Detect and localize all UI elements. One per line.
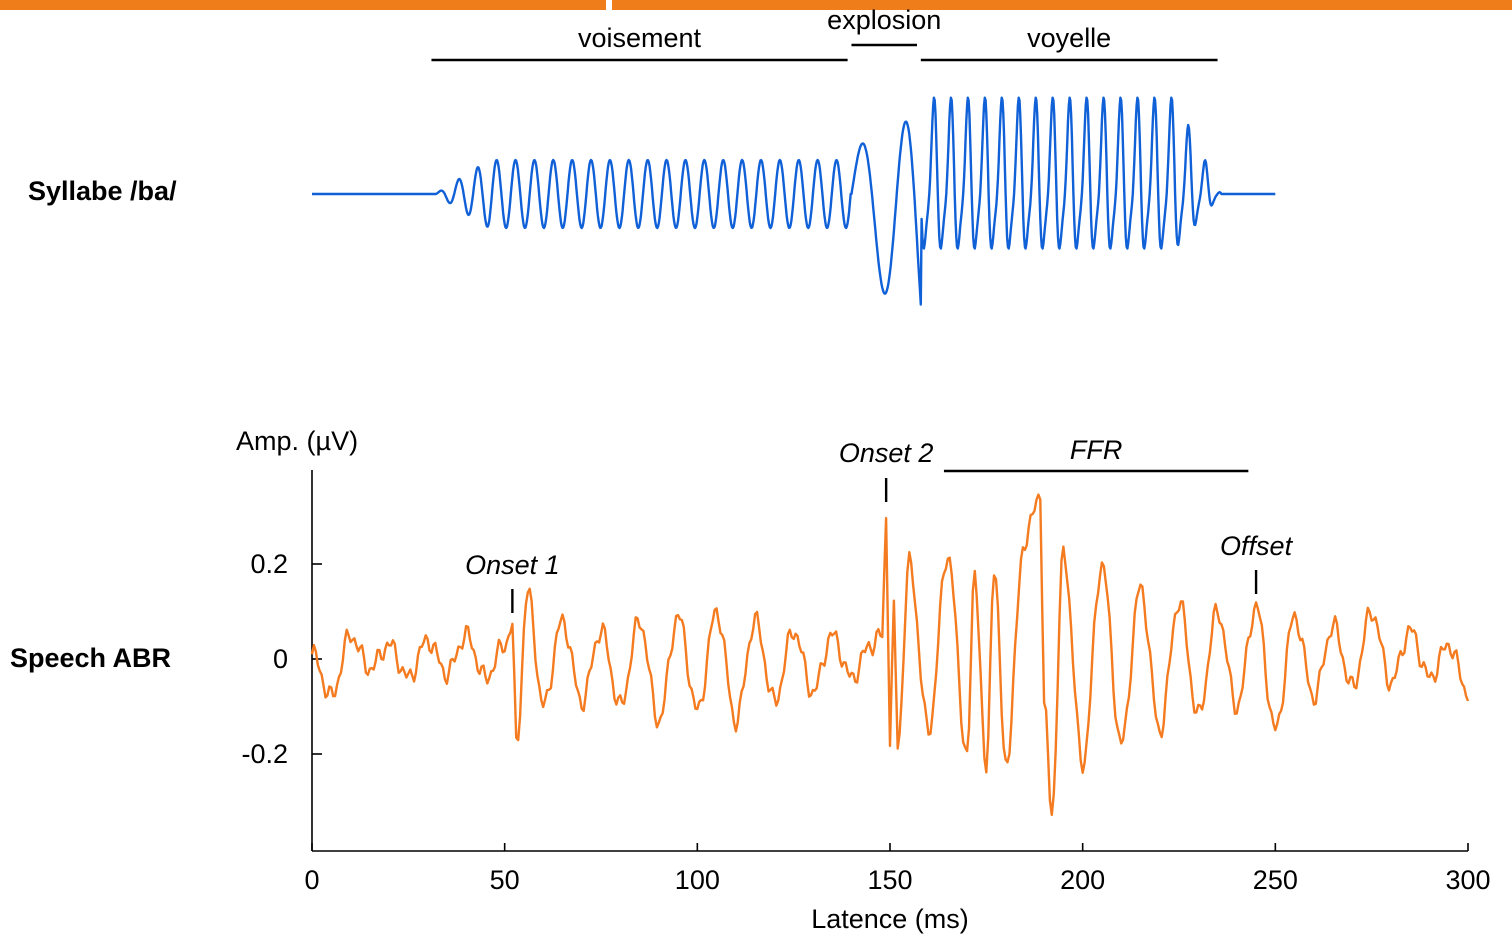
segment-label-voyelle: voyelle <box>1027 23 1111 53</box>
segment-label-explosion: explosion <box>827 5 941 35</box>
annotation-onset-1: Onset 1 <box>465 550 560 580</box>
response-panel: Speech ABR Amp. (µV) 0.2 0 -0.2 0 50 100 150 2… <box>10 426 1491 934</box>
response-waveform <box>310 493 1470 817</box>
header-bar <box>0 0 1512 10</box>
x-axis-label: Latence (ms) <box>811 904 969 934</box>
response-label: Speech ABR <box>10 643 171 673</box>
x-tick-label: 100 <box>675 865 720 895</box>
segment-label-voisement: voisement <box>578 23 702 53</box>
annotation-onset-2: Onset 2 <box>839 438 934 468</box>
x-tick-label: 150 <box>867 865 912 895</box>
x-tick-label: 300 <box>1445 865 1490 895</box>
stimulus-panel: Syllabe /ba/ voisement explosion voyelle <box>28 5 1276 306</box>
annotation-offset: Offset <box>1220 531 1294 561</box>
y-axis-label: Amp. (µV) <box>236 426 358 456</box>
x-tick-label: 200 <box>1060 865 1105 895</box>
header-bar-left <box>0 0 606 10</box>
x-tick-label: 50 <box>490 865 520 895</box>
y-tick-label: -0.2 <box>241 739 288 769</box>
stimulus-label: Syllabe /ba/ <box>28 176 177 206</box>
ffr-label: FFR <box>1070 435 1122 465</box>
y-tick-label: 0.2 <box>250 549 288 579</box>
x-tick-label: 0 <box>304 865 319 895</box>
y-tick-label: 0 <box>273 644 288 674</box>
header-bar-right <box>612 0 1512 10</box>
stimulus-waveform <box>311 96 1276 306</box>
x-tick-label: 250 <box>1253 865 1298 895</box>
